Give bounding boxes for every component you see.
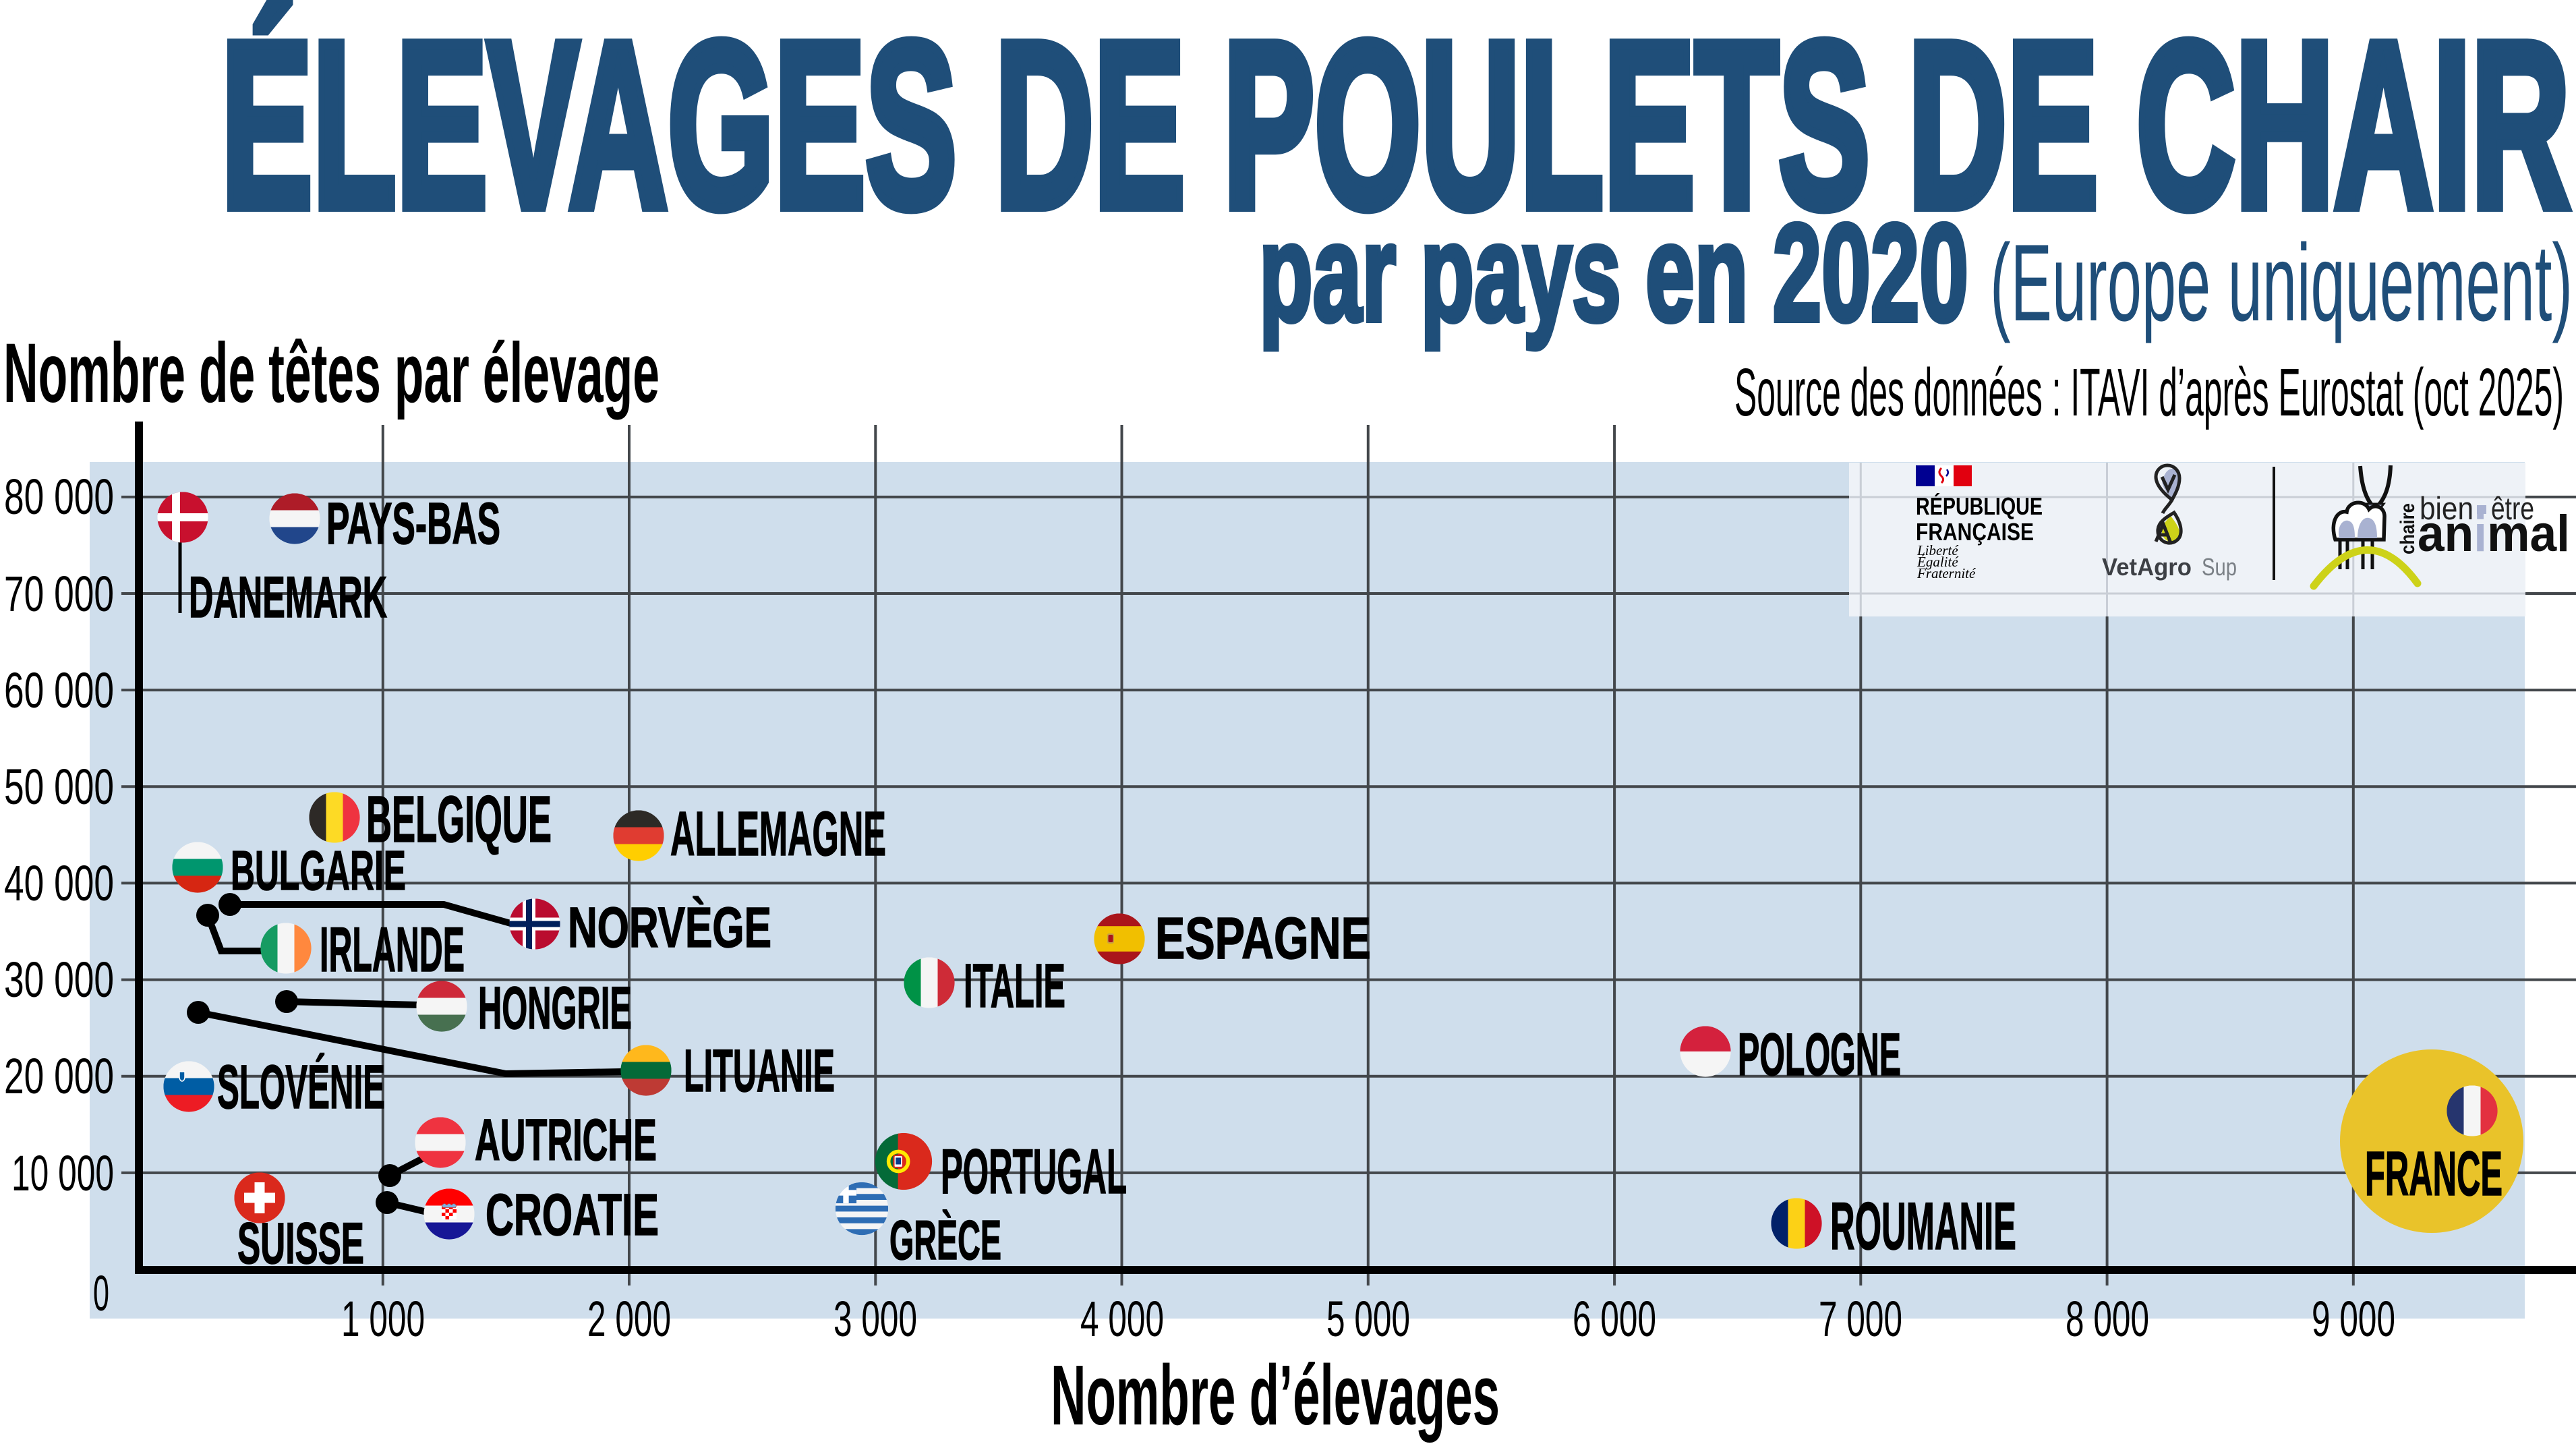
svg-text:PAYS-BAS: PAYS-BAS [326,491,500,556]
svg-text:Fraternité: Fraternité [1916,565,1977,581]
svg-text:3 000: 3 000 [833,1291,917,1347]
svg-text:70 000: 70 000 [4,566,114,622]
svg-text:9 000: 9 000 [2312,1291,2395,1347]
svg-text:FRANCE: FRANCE [2365,1138,2502,1209]
svg-text:BELGIQUE: BELGIQUE [366,782,552,856]
svg-text:VetAgro: VetAgro [2102,553,2192,581]
svg-text:5 000: 5 000 [1326,1291,1410,1347]
svg-text:ITALIE: ITALIE [964,952,1065,1020]
svg-text:PORTUGAL: PORTUGAL [941,1136,1127,1207]
svg-text:Liberté: Liberté [1916,542,1959,558]
svg-text:Sup: Sup [2202,553,2237,581]
svg-text:AUTRICHE: AUTRICHE [475,1107,657,1173]
svg-text:chaire: chaire [2397,503,2419,554]
svg-text:animal: animal [2418,505,2570,562]
svg-text:Égalité: Égalité [1916,554,1959,570]
svg-text:SUISSE: SUISSE [237,1211,364,1276]
svg-text:NORVÈGE: NORVÈGE [568,896,771,959]
svg-text:8 000: 8 000 [2066,1291,2149,1347]
svg-text:LITUANIE: LITUANIE [684,1037,835,1104]
svg-text:7 000: 7 000 [1819,1291,1902,1347]
svg-text:POLOGNE: POLOGNE [1738,1020,1901,1088]
svg-text:ROUMANIE: ROUMANIE [1830,1188,2016,1263]
svg-text:IRLANDE: IRLANDE [320,914,465,985]
svg-text:FRANÇAISE: FRANÇAISE [1916,518,2034,546]
svg-text:4 000: 4 000 [1080,1291,1164,1347]
svg-text:GRÈCE: GRÈCE [889,1209,1001,1271]
svg-text:ALLEMAGNE: ALLEMAGNE [670,799,886,869]
svg-text:RÉPUBLIQUE: RÉPUBLIQUE [1916,492,2043,520]
svg-text:0: 0 [93,1265,109,1321]
svg-text:HONGRIE: HONGRIE [478,974,632,1041]
svg-text:ÉLEVAGES DE POULETS DE CHAIR: ÉLEVAGES DE POULETS DE CHAIR [221,0,2570,257]
svg-text:30 000: 30 000 [4,952,114,1008]
svg-text:SLOVÉNIE: SLOVÉNIE [217,1052,385,1122]
svg-text:être: être [2491,490,2534,526]
svg-text:par pays en 2020: par pays en 2020 [1259,196,1968,350]
svg-text:(Europe uniquement): (Europe uniquement) [1990,222,2573,344]
svg-text:20 000: 20 000 [4,1048,114,1104]
svg-text:bien: bien [2420,490,2473,526]
svg-text:ESPAGNE: ESPAGNE [1155,906,1371,971]
svg-text:80 000: 80 000 [4,469,114,525]
svg-text:1 000: 1 000 [341,1291,425,1347]
svg-text:DANEMARK: DANEMARK [189,565,387,630]
svg-text:6 000: 6 000 [1573,1291,1656,1347]
svg-text:50 000: 50 000 [4,759,114,815]
svg-text:10 000: 10 000 [11,1145,114,1201]
svg-text:2 000: 2 000 [587,1291,671,1347]
svg-text:60 000: 60 000 [4,662,114,718]
svg-text:Nombre de têtes par élevage: Nombre de têtes par élevage [3,326,660,420]
svg-text:Source des données : ITAVI d’a: Source des données : ITAVI d’après Euros… [1734,355,2564,430]
svg-text:Nombre d’élevages: Nombre d’élevages [1051,1348,1500,1443]
svg-text:40 000: 40 000 [4,855,114,911]
svg-text:CROATIE: CROATIE [486,1182,659,1248]
svg-text:BULGARIE: BULGARIE [231,839,406,902]
